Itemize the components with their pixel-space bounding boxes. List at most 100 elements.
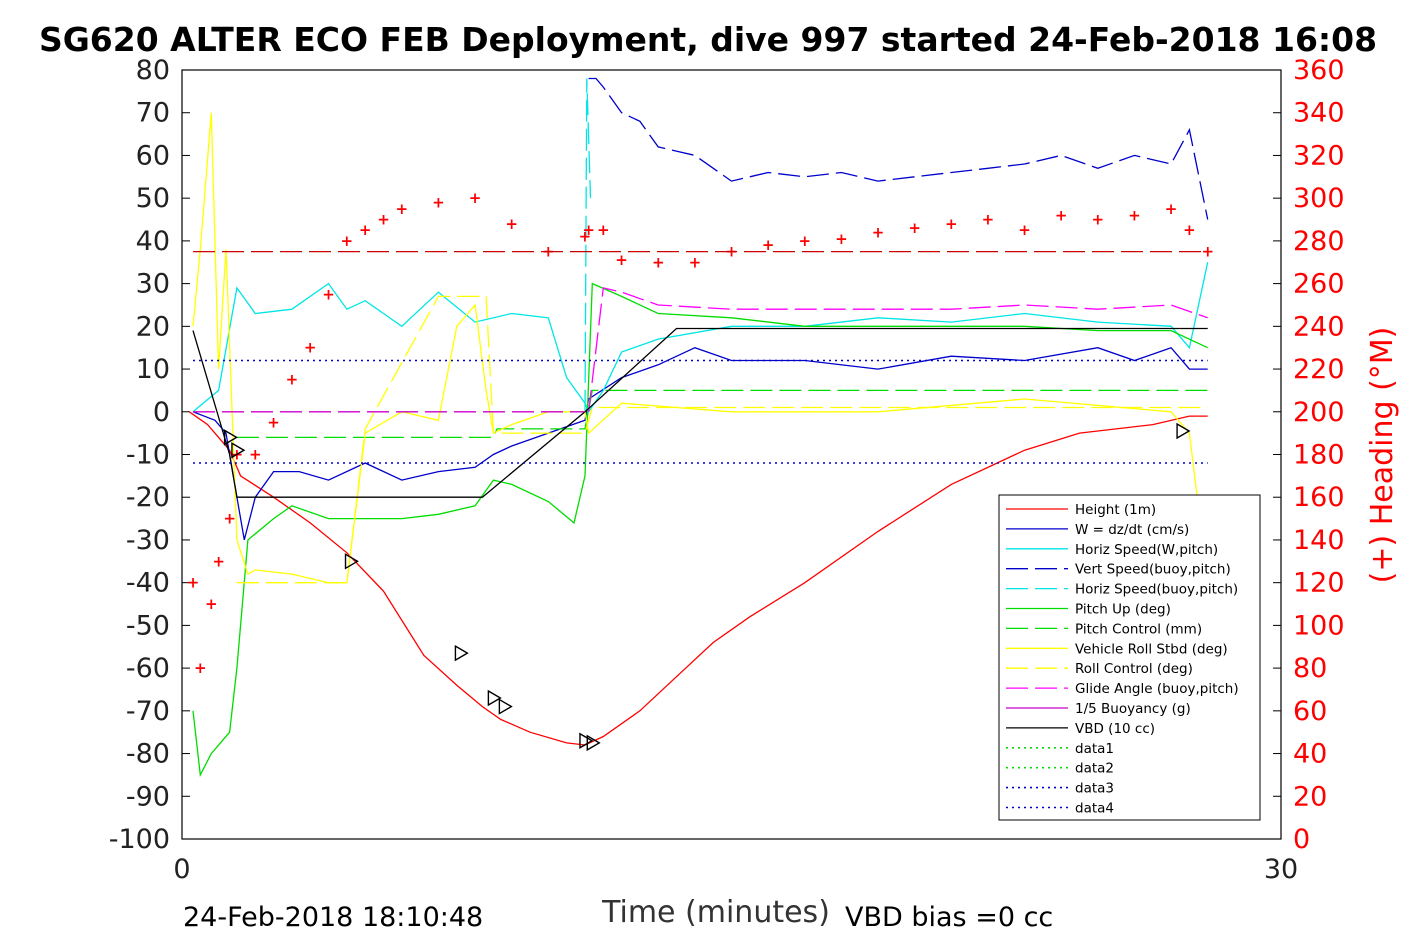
right-tick-label: 320 bbox=[1293, 140, 1345, 171]
right-tick-label: 280 bbox=[1293, 226, 1345, 257]
heading-point: + bbox=[286, 371, 299, 389]
legend-label: 1/5 Buoyancy (g) bbox=[1075, 701, 1191, 717]
heading-point: + bbox=[194, 659, 207, 677]
series-line-8 bbox=[236, 295, 1208, 584]
vbd-bias-footer: VBD bias =0 cc bbox=[845, 902, 1053, 933]
event-marker bbox=[487, 689, 502, 707]
x-axis-label: Time (minutes) bbox=[601, 895, 830, 930]
right-tick-label: 80 bbox=[1293, 653, 1327, 684]
legend-label: Glide Angle (buoy,pitch) bbox=[1075, 681, 1239, 697]
legend-label: Vert Speed(buoy,pitch) bbox=[1075, 562, 1231, 578]
heading-point: + bbox=[249, 446, 262, 464]
left-tick-label: -50 bbox=[126, 610, 170, 641]
heading-point: + bbox=[187, 574, 200, 592]
right-tick-label: 300 bbox=[1293, 183, 1345, 214]
axes-group: 80706050403020100-10-20-30-40-50-60-70-8… bbox=[109, 55, 1345, 885]
heading-point: + bbox=[1201, 243, 1214, 261]
event-marker bbox=[344, 553, 359, 570]
heading-point: + bbox=[597, 221, 610, 239]
series-line-6 bbox=[236, 389, 1208, 439]
left-tick-label: 40 bbox=[136, 226, 170, 257]
heading-point: + bbox=[1018, 221, 1031, 239]
legend-label: Horiz Speed(buoy,pitch) bbox=[1075, 582, 1238, 598]
plot-area: ++++++ +++++++++ + +++++ ++ + ++ + + + + + + +++ + + +++ bbox=[187, 77, 1214, 778]
heading-point: + bbox=[798, 232, 811, 250]
series-line-2 bbox=[192, 262, 1209, 414]
legend: Height (1m) W = dz/dt (cm/s) Horiz Speed(W… bbox=[998, 494, 1261, 821]
left-tick-label: 20 bbox=[136, 311, 170, 342]
left-tick-label: -80 bbox=[126, 739, 170, 770]
event-marker bbox=[586, 734, 601, 752]
right-tick-label: 160 bbox=[1293, 482, 1345, 513]
event-marker bbox=[231, 442, 246, 459]
series-line-3 bbox=[588, 77, 1209, 220]
heading-point: + bbox=[652, 253, 665, 271]
heading-point: + bbox=[615, 251, 628, 269]
heading-point: + bbox=[582, 221, 595, 239]
heading-point: + bbox=[689, 253, 702, 271]
heading-point: + bbox=[1092, 211, 1105, 229]
left-tick-label: -60 bbox=[126, 653, 170, 684]
x-tick-label: 0 bbox=[173, 854, 190, 885]
right-tick-label: 200 bbox=[1293, 397, 1345, 428]
right-tick-label: 40 bbox=[1293, 739, 1327, 770]
left-tick-label: -70 bbox=[126, 696, 170, 727]
legend-label: data1 bbox=[1075, 741, 1114, 757]
left-tick-label: -40 bbox=[126, 568, 170, 599]
heading-point: + bbox=[835, 230, 848, 248]
left-tick-label: 70 bbox=[136, 98, 170, 129]
event-marker bbox=[1176, 422, 1191, 440]
heading-point: + bbox=[1128, 206, 1141, 224]
left-tick-label: -100 bbox=[109, 824, 170, 855]
heading-point: + bbox=[267, 413, 280, 431]
series-line-7 bbox=[192, 112, 1209, 584]
right-tick-label: 20 bbox=[1293, 781, 1327, 812]
legend-label: Roll Control (deg) bbox=[1075, 661, 1193, 677]
heading-point: + bbox=[1055, 206, 1068, 224]
timestamp-footer: 24-Feb-2018 18:10:48 bbox=[183, 902, 483, 933]
event-marker bbox=[454, 644, 469, 662]
right-tick-label: 100 bbox=[1293, 610, 1345, 641]
right-tick-label: 360 bbox=[1293, 55, 1345, 86]
legend-label: Horiz Speed(W,pitch) bbox=[1075, 542, 1218, 558]
left-tick-label: 30 bbox=[136, 269, 170, 300]
heading-point: + bbox=[945, 215, 958, 233]
left-tick-label: 10 bbox=[136, 354, 170, 385]
heading-point: + bbox=[304, 339, 317, 357]
left-tick-label: -20 bbox=[126, 482, 170, 513]
right-tick-label: 0 bbox=[1293, 824, 1310, 855]
heading-point: + bbox=[469, 189, 482, 207]
heading-point: + bbox=[396, 200, 409, 218]
event-marker bbox=[223, 429, 239, 446]
heading-point: + bbox=[579, 228, 592, 246]
right-tick-label: 180 bbox=[1293, 440, 1345, 471]
heading-point: + bbox=[982, 211, 995, 229]
plot-frame bbox=[181, 69, 1282, 840]
chart-title: SG620 ALTER ECO FEB Deployment, dive 997… bbox=[39, 20, 1377, 59]
legend-label: Pitch Control (mm) bbox=[1075, 621, 1202, 637]
heading-point: + bbox=[1165, 200, 1178, 218]
right-axis-label: (+) Heading (°M) bbox=[1365, 327, 1400, 584]
right-tick-label: 260 bbox=[1293, 269, 1345, 300]
legend-label: VBD (10 cc) bbox=[1075, 721, 1155, 737]
legend-label: data4 bbox=[1075, 801, 1114, 817]
event-marker bbox=[579, 732, 594, 749]
heading-point: + bbox=[908, 219, 921, 237]
heading-point: + bbox=[1183, 221, 1196, 239]
left-tick-label: -10 bbox=[126, 440, 170, 471]
heading-point: + bbox=[359, 221, 372, 239]
legend-label: W = dz/dt (cm/s) bbox=[1075, 522, 1189, 538]
left-tick-label: -90 bbox=[126, 781, 170, 812]
heading-point: + bbox=[212, 552, 225, 570]
right-tick-label: 240 bbox=[1293, 311, 1345, 342]
heading-point: + bbox=[341, 232, 354, 250]
right-tick-label: 120 bbox=[1293, 568, 1345, 599]
legend-label: data3 bbox=[1075, 781, 1114, 797]
series-line-0 bbox=[188, 411, 1208, 746]
series-line-9 bbox=[587, 287, 1208, 412]
right-tick-label: 140 bbox=[1293, 525, 1345, 556]
heading-point: + bbox=[432, 193, 445, 211]
event-marker bbox=[498, 698, 513, 715]
left-tick-label: 50 bbox=[136, 183, 170, 214]
